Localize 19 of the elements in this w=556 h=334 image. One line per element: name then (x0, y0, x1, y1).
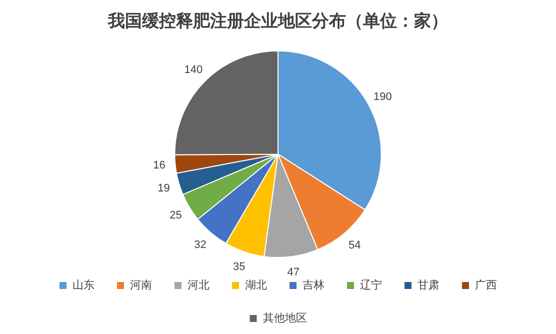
legend-label: 湖北 (245, 278, 267, 292)
legend-label: 河北 (188, 278, 210, 292)
data-label: 19 (158, 182, 170, 195)
legend-label: 山东 (72, 278, 94, 292)
legend-label: 其他地区 (262, 311, 307, 324)
data-label: 32 (194, 238, 206, 251)
data-label: 190 (373, 90, 392, 103)
data-label: 35 (232, 261, 246, 274)
data-label: 16 (153, 160, 166, 172)
legend-label: 甘肃 (418, 278, 440, 292)
data-label: 25 (170, 210, 182, 222)
chart-title: 我国缓控释肥注册企业地区分布（单位：家） (107, 12, 448, 32)
legend-label: 广西 (475, 278, 497, 292)
legend-label: 吉林 (302, 278, 324, 292)
legend-label: 辽宁 (360, 278, 382, 292)
data-label: 54 (348, 240, 361, 252)
data-label: 47 (287, 266, 300, 279)
legend-label: 河南 (130, 278, 152, 292)
data-label: 140 (184, 64, 203, 76)
